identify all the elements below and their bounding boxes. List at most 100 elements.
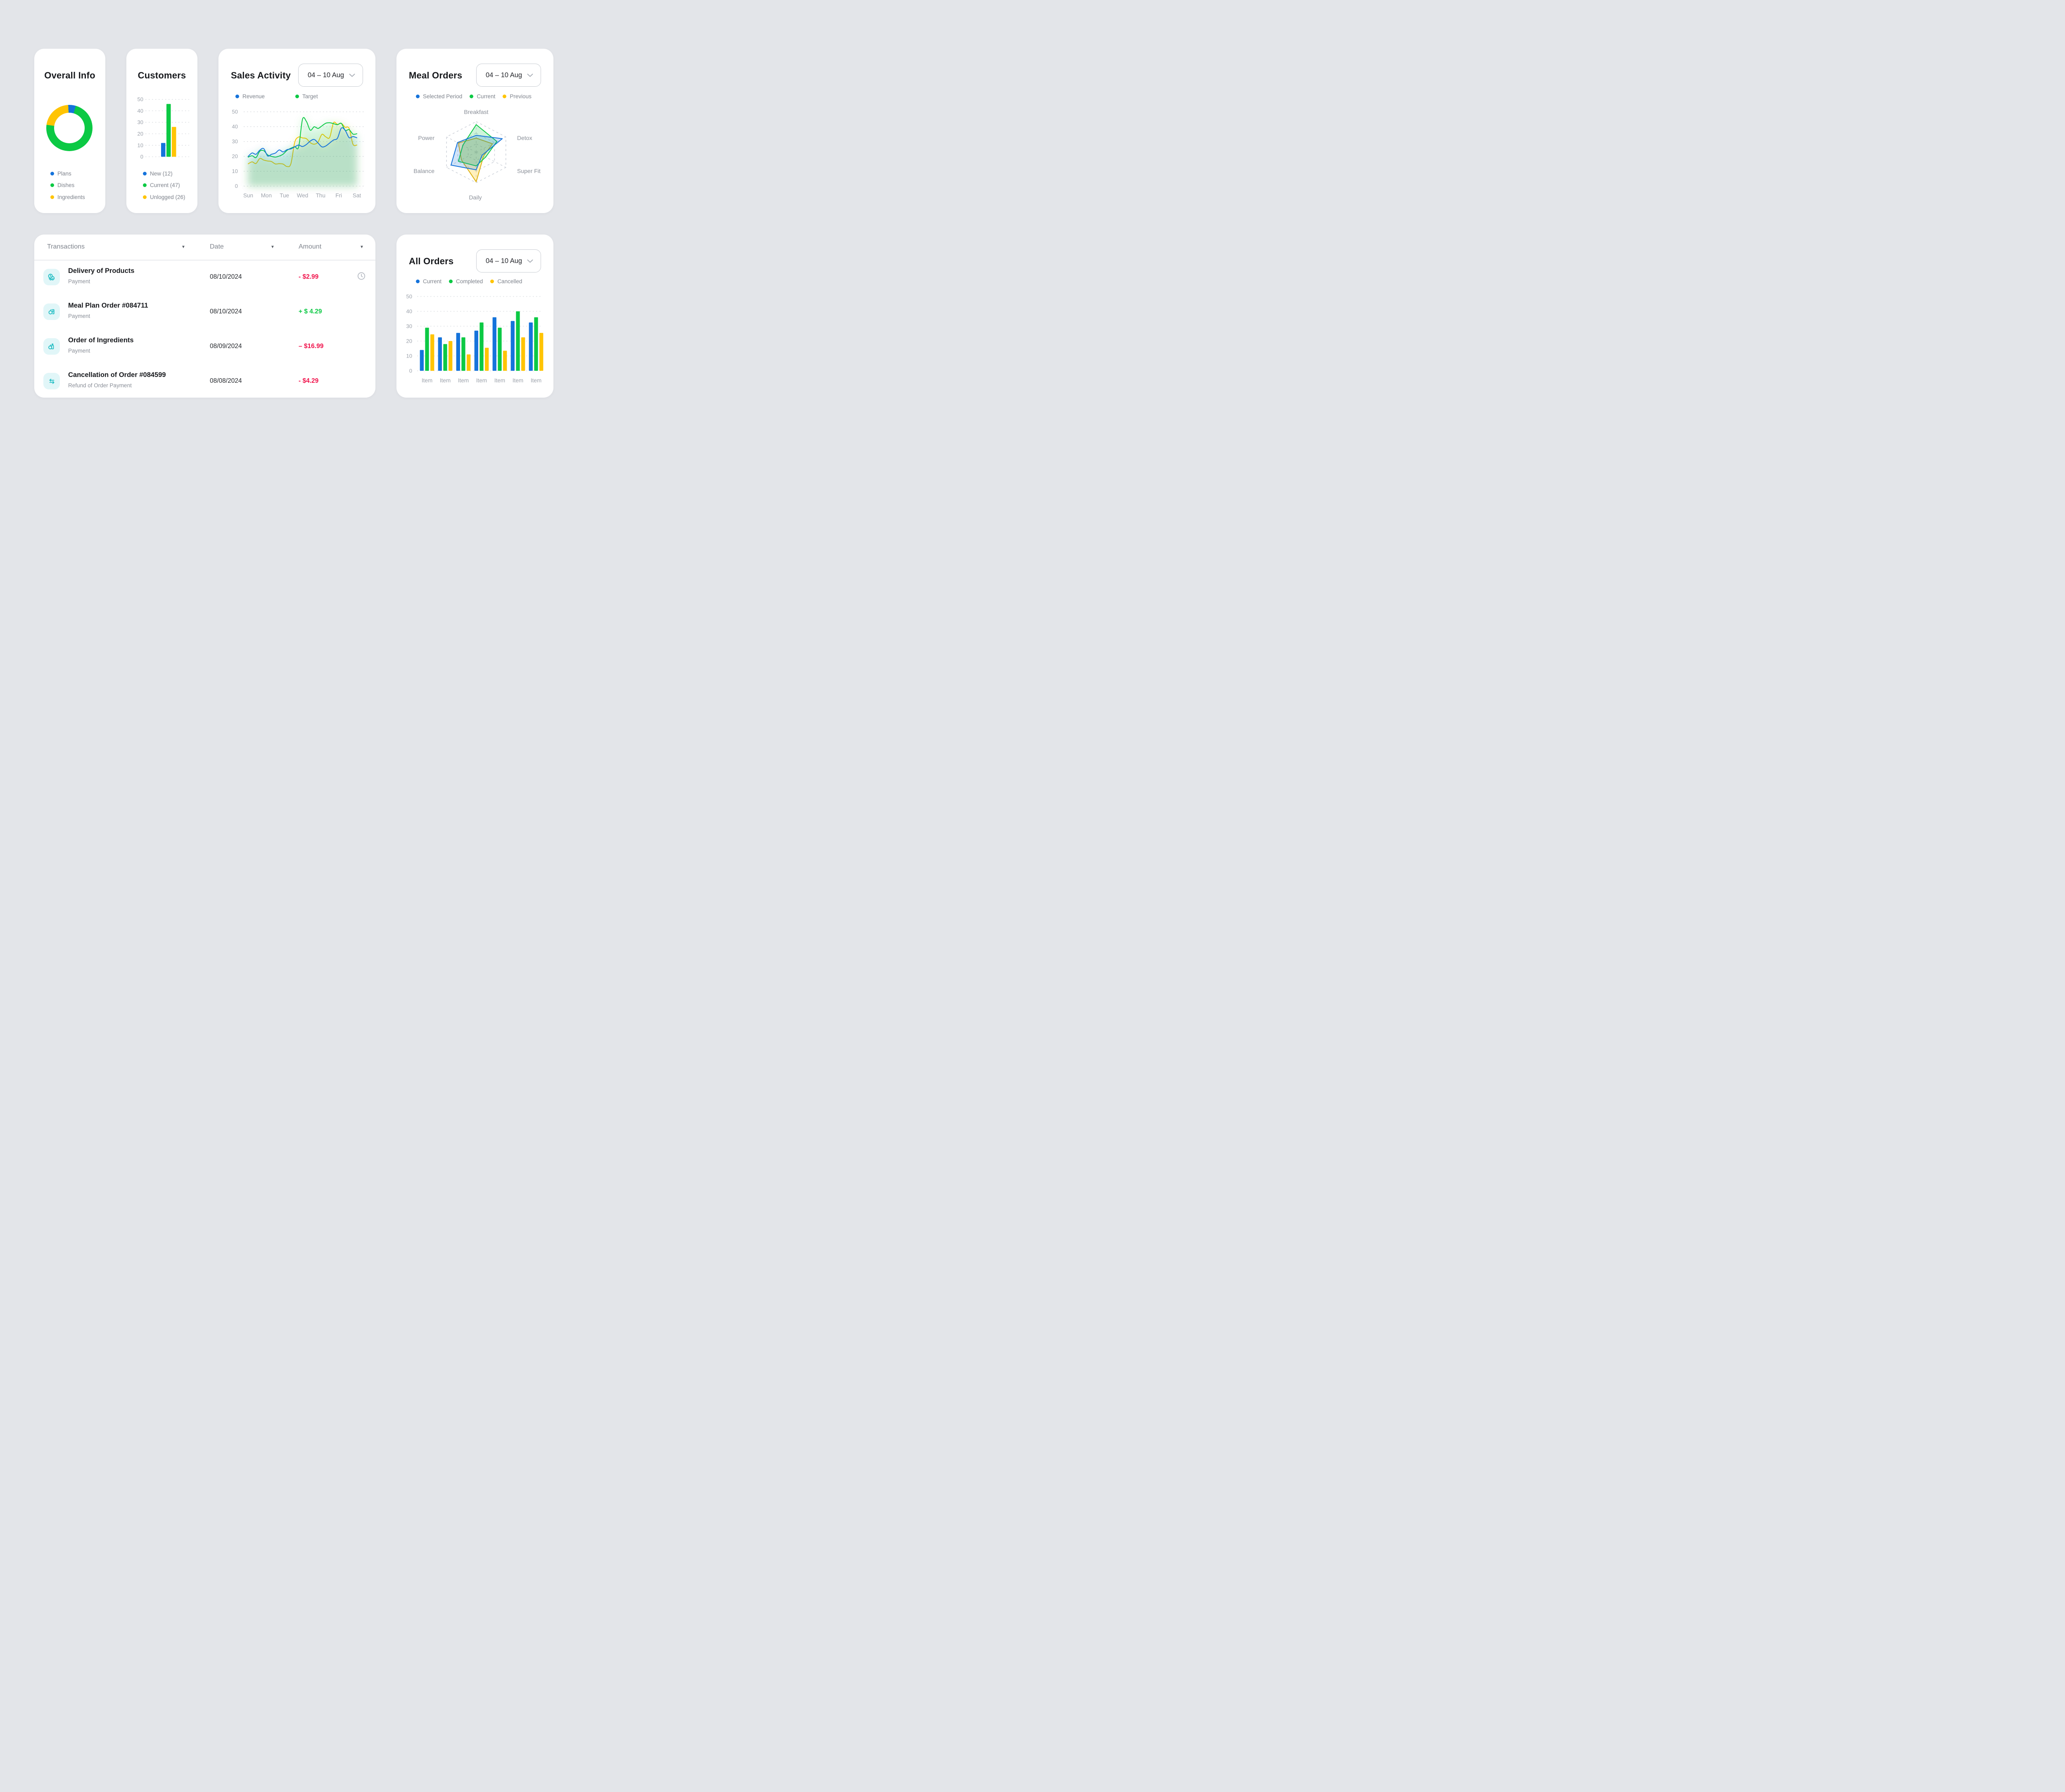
column-date[interactable]: Date [210, 243, 224, 250]
svg-text:50: 50 [406, 294, 412, 300]
legend-label: Unlogged (26) [150, 194, 185, 200]
meal-plan-icon [43, 303, 60, 320]
transaction-date: 08/08/2024 [210, 377, 242, 384]
transaction-amount: – $16.99 [299, 343, 324, 350]
svg-text:0: 0 [140, 154, 143, 160]
radar-axis-detox: Detox [517, 135, 532, 141]
chevron-down-icon [527, 259, 533, 263]
transaction-date: 08/10/2024 [210, 273, 242, 280]
current-dot [143, 183, 147, 187]
transaction-title: Order of Ingredients [68, 337, 134, 344]
meal-radar-chart [446, 121, 506, 183]
legend-label: Current [423, 278, 442, 284]
svg-text:10: 10 [138, 142, 143, 148]
meal-legend: Selected Period Current Previous [416, 93, 532, 100]
meal-orders-title: Meal Orders [409, 70, 463, 81]
completed-dot [449, 280, 453, 283]
legend-item-plans: Plans [50, 168, 85, 180]
svg-text:Mon: Mon [261, 192, 272, 199]
target-dot [295, 95, 299, 98]
card-transactions: Transactions ▼ Date ▼ Amount ▼ Delivery … [34, 235, 375, 398]
previous-dot [503, 95, 507, 98]
dashboard: Overall Info Plans Dishes Ingredients Cu… [0, 0, 595, 448]
svg-text:30: 30 [138, 119, 143, 126]
column-amount[interactable]: Amount [299, 243, 322, 250]
svg-text:40: 40 [232, 123, 238, 130]
sales-legend: Revenue Target [235, 93, 318, 100]
legend-item-previous: Previous [503, 93, 532, 100]
customers-title: Customers [138, 70, 186, 81]
legend-item-selected-period: Selected Period [416, 93, 462, 100]
legend-item-current: Current [470, 93, 495, 100]
svg-text:Thu: Thu [316, 192, 325, 199]
legend-label: Completed [456, 278, 483, 284]
svg-text:Wed: Wed [297, 192, 309, 199]
svg-text:Item: Item [440, 377, 451, 384]
sales-activity-title: Sales Activity [231, 70, 291, 81]
sort-date-icon[interactable]: ▼ [271, 245, 275, 249]
svg-text:40: 40 [406, 308, 412, 315]
radar-axis-breakfast: Breakfast [464, 109, 489, 115]
svg-text:50: 50 [232, 109, 238, 115]
legend-item-dishes: Dishes [50, 180, 85, 192]
svg-text:30: 30 [232, 138, 238, 145]
legend-label: Current (47) [150, 182, 180, 189]
transaction-subtitle: Payment [68, 348, 90, 354]
transaction-row[interactable]: Cancellation of Order #084599 Refund of … [34, 365, 375, 397]
column-transactions[interactable]: Transactions [47, 243, 85, 250]
svg-text:10: 10 [406, 353, 412, 359]
all-orders-title: All Orders [409, 256, 454, 266]
transaction-row[interactable]: Delivery of Products Payment 08/10/2024 … [34, 261, 375, 293]
svg-text:30: 30 [406, 323, 412, 329]
transaction-date: 08/09/2024 [210, 343, 242, 350]
svg-text:40: 40 [138, 108, 143, 114]
legend-item-cancelled: Cancelled [490, 278, 522, 284]
overall-legend: Plans Dishes Ingredients [50, 168, 85, 203]
legend-label: Ingredients [57, 194, 85, 200]
new-dot [143, 171, 147, 175]
chevron-down-icon [527, 73, 533, 77]
transaction-row[interactable]: Order of Ingredients Payment 08/09/2024 … [34, 331, 375, 362]
svg-text:0: 0 [235, 183, 238, 189]
card-overall-info: Overall Info Plans Dishes Ingredients [34, 49, 105, 213]
sales-date-range-select[interactable]: 04 – 10 Aug [298, 64, 363, 87]
svg-text:Item: Item [513, 377, 523, 384]
legend-item-completed: Completed [449, 278, 483, 284]
radar-axis-balance: Balance [413, 168, 434, 174]
svg-text:Item: Item [458, 377, 469, 384]
orders-legend: Current Completed Cancelled [416, 278, 522, 284]
radar-axis-superfit: Super Fit [517, 168, 541, 174]
svg-text:Item: Item [422, 377, 432, 384]
svg-text:20: 20 [232, 153, 238, 159]
overall-donut-chart [46, 105, 93, 151]
svg-text:10: 10 [232, 168, 238, 174]
legend-label: Cancelled [497, 278, 522, 284]
svg-text:20: 20 [406, 338, 412, 344]
svg-text:Item: Item [531, 377, 541, 384]
cancelled-dot [490, 280, 494, 283]
orders-date-range-select[interactable]: 04 – 10 Aug [476, 249, 541, 273]
transaction-row[interactable]: Meal Plan Order #084711 Payment 08/10/20… [34, 296, 375, 327]
svg-text:Item: Item [494, 377, 505, 384]
sort-transactions-icon[interactable]: ▼ [181, 245, 185, 249]
legend-item-ingredients: Ingredients [50, 191, 85, 203]
svg-text:50: 50 [138, 96, 143, 102]
transaction-subtitle: Payment [68, 278, 90, 284]
ingredients-dot [50, 195, 54, 199]
refund-arrows-icon [43, 373, 60, 389]
card-meal-orders: Meal Orders 04 – 10 Aug Selected Period … [396, 49, 553, 213]
legend-label: Current [477, 93, 496, 100]
legend-label: Plans [57, 170, 71, 177]
legend-label: Target [302, 93, 318, 100]
overall-info-title: Overall Info [44, 70, 95, 81]
svg-text:Item: Item [476, 377, 487, 384]
donut-hole [54, 113, 85, 143]
meal-date-range-select[interactable]: 04 – 10 Aug [476, 64, 541, 87]
sort-amount-icon[interactable]: ▼ [360, 245, 364, 249]
legend-label: Previous [510, 93, 532, 100]
all-orders-bar-chart: 0 10 20 30 40 50 Item Item Item Item Item Item Item [406, 294, 544, 384]
dishes-dot [50, 183, 54, 187]
legend-label: Selected Period [423, 93, 463, 100]
radar-axis-power: Power [418, 135, 434, 141]
transaction-subtitle: Refund of Order Payment [68, 382, 132, 389]
